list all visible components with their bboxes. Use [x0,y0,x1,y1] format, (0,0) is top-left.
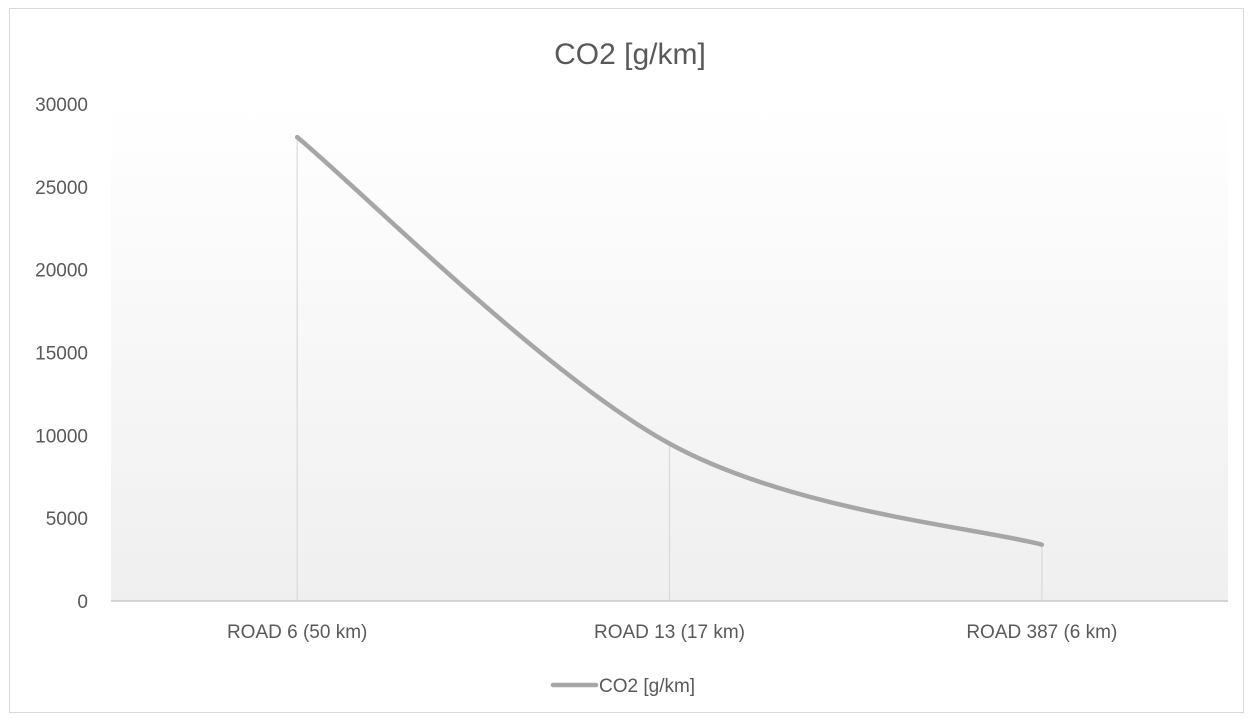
data-point [295,135,300,140]
y-tick-label: 30000 [35,95,88,116]
y-tick-label: 15000 [35,344,88,365]
legend-label-co2: CO2 [g/km] [599,676,695,697]
chart-title: CO2 [g/km] [554,38,706,71]
y-tick-label: 5000 [46,509,88,530]
data-point [667,441,672,446]
series-line-co2 [294,134,1045,547]
y-tick-label: 20000 [35,261,88,282]
x-axis-tick-labels: ROAD 6 (50 km) ROAD 13 (17 km) ROAD 387 (6… [227,622,1117,643]
x-tick-label: ROAD 6 (50 km) [227,622,367,643]
y-axis-tick-labels: 0 5000 10000 15000 20000 25000 30000 [35,95,88,613]
series-layer [294,134,1045,547]
drop-lines [296,137,1043,601]
y-tick-label: 10000 [35,426,88,447]
y-tick-label: 25000 [35,178,88,199]
y-tick-label: 0 [77,592,88,613]
data-point [1039,542,1044,547]
x-tick-label: ROAD 387 (6 km) [966,622,1117,643]
legend: CO2 [g/km] [550,676,695,697]
x-tick-label: ROAD 13 (17 km) [594,622,745,643]
